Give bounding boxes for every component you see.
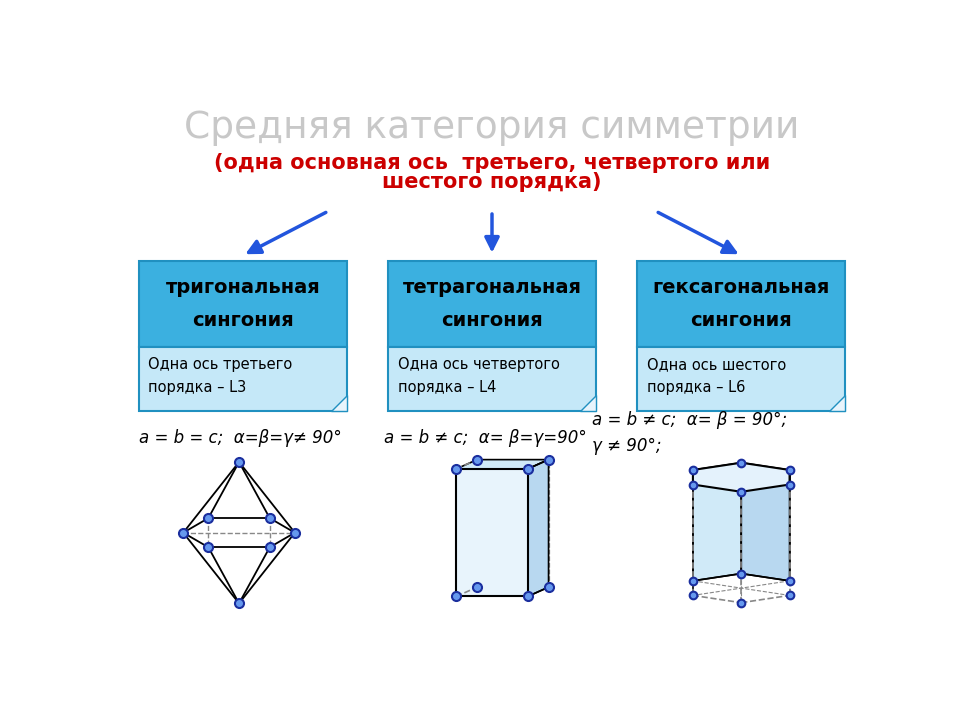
FancyBboxPatch shape — [138, 347, 347, 410]
FancyBboxPatch shape — [637, 347, 846, 410]
Text: a = b ≠ c;  α= β=γ=90°: a = b ≠ c; α= β=γ=90° — [384, 429, 587, 447]
Text: a = b = c;  α=β=γ≠ 90°: a = b = c; α=β=γ≠ 90° — [138, 429, 342, 447]
Polygon shape — [693, 463, 741, 581]
Text: шестого порядка): шестого порядка) — [382, 172, 602, 192]
Text: тетрагональная
сингония: тетрагональная сингония — [402, 278, 582, 330]
Text: Средняя категория симметрии: Средняя категория симметрии — [184, 110, 800, 146]
Text: Одна ось шестого
порядка – L6: Одна ось шестого порядка – L6 — [647, 357, 786, 395]
FancyBboxPatch shape — [138, 261, 347, 347]
FancyBboxPatch shape — [388, 347, 596, 410]
Polygon shape — [580, 395, 596, 410]
Polygon shape — [528, 459, 548, 596]
Text: тригональная
сингония: тригональная сингония — [165, 278, 320, 330]
Text: Одна ось четвертого
порядка – L4: Одна ось четвертого порядка – L4 — [397, 357, 560, 395]
Polygon shape — [456, 469, 528, 596]
Text: гексагональная
сингония: гексагональная сингония — [653, 278, 830, 330]
Text: Одна ось третьего
порядка – L3: Одна ось третьего порядка – L3 — [148, 357, 293, 395]
FancyBboxPatch shape — [637, 261, 846, 347]
Text: (одна основная ось  третьего, четвертого или: (одна основная ось третьего, четвертого … — [214, 153, 770, 173]
Text: a = b ≠ c;  α= β = 90°;
γ ≠ 90°;: a = b ≠ c; α= β = 90°; γ ≠ 90°; — [592, 410, 787, 455]
FancyBboxPatch shape — [388, 261, 596, 347]
Polygon shape — [330, 395, 347, 410]
Polygon shape — [456, 459, 548, 469]
Polygon shape — [693, 463, 789, 492]
Polygon shape — [829, 395, 846, 410]
Polygon shape — [741, 463, 789, 581]
